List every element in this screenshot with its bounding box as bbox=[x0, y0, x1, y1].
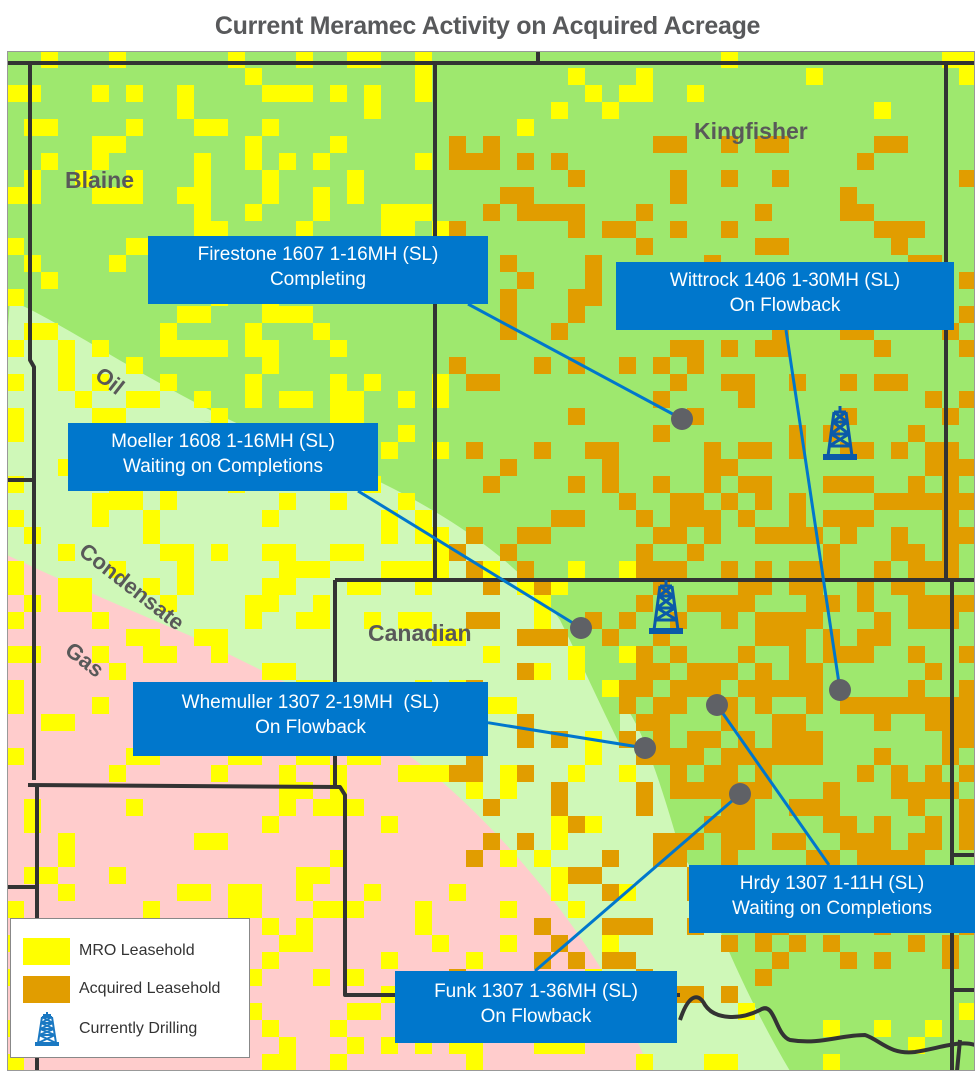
well-location-dot bbox=[671, 408, 693, 430]
drilling-rig-icon bbox=[34, 1012, 59, 1046]
well-location-dot bbox=[634, 737, 656, 759]
county-label-blaine: Blaine bbox=[65, 167, 135, 193]
well-name: Moeller 1608 1-16MH (SL) bbox=[111, 431, 335, 452]
callout-whemuller: Whemuller 1307 2-19MH (SL) On Flowback bbox=[133, 682, 488, 756]
legend-item-drilling: Currently Drilling bbox=[23, 1012, 197, 1046]
legend-item-mro: MRO Leasehold bbox=[23, 937, 195, 965]
well-location-dot bbox=[706, 694, 728, 716]
callout-moeller: Moeller 1608 1-16MH (SL) Waiting on Comp… bbox=[68, 423, 378, 491]
well-status: On Flowback bbox=[480, 1006, 592, 1027]
drilling-rig-icon bbox=[823, 406, 857, 460]
well-status: On Flowback bbox=[255, 717, 366, 738]
mro-leasehold-swatch bbox=[23, 937, 70, 965]
oil-lobe bbox=[200, 420, 600, 600]
map-legend: MRO Leasehold Acquired Leasehold Current… bbox=[10, 918, 250, 1058]
leader-lines bbox=[357, 302, 842, 973]
drilling-rigs bbox=[649, 406, 857, 634]
well-name: Whemuller 1307 2-19MH (SL) bbox=[181, 692, 440, 713]
callout-funk: Funk 1307 1-36MH (SL) On Flowback bbox=[395, 971, 677, 1043]
callout-firestone: Firestone 1607 1-16MH (SL) Completing bbox=[148, 236, 488, 304]
legend-item-acquired: Acquired Leasehold bbox=[23, 975, 220, 1003]
well-name: Hrdy 1307 1-11H (SL) bbox=[739, 873, 925, 894]
well-name: Funk 1307 1-36MH (SL) bbox=[434, 981, 638, 1002]
county-label-canadian: Canadian bbox=[368, 620, 472, 646]
well-status: Waiting on Completions bbox=[732, 898, 932, 919]
well-name: Wittrock 1406 1-30MH (SL) bbox=[669, 270, 901, 291]
acquired-leasehold-swatch bbox=[23, 975, 70, 1003]
well-status: Completing bbox=[269, 269, 367, 290]
callout-wittrock: Wittrock 1406 1-30MH (SL) On Flowback bbox=[616, 262, 954, 330]
well-location-dot bbox=[729, 783, 751, 805]
county-label-kingfisher: Kingfisher bbox=[694, 118, 808, 144]
well-name: Firestone 1607 1-16MH (SL) bbox=[197, 244, 439, 265]
well-dots bbox=[570, 408, 851, 805]
well-location-dot bbox=[829, 679, 851, 701]
well-location-dot bbox=[570, 617, 592, 639]
well-status: Waiting on Completions bbox=[123, 456, 323, 477]
map-title: Current Meramec Activity on Acquired Acr… bbox=[214, 12, 761, 40]
callout-hrdy: Hrdy 1307 1-11H (SL) Waiting on Completi… bbox=[689, 865, 975, 933]
well-status: On Flowback bbox=[729, 295, 841, 316]
drilling-rig-icon bbox=[649, 580, 683, 634]
